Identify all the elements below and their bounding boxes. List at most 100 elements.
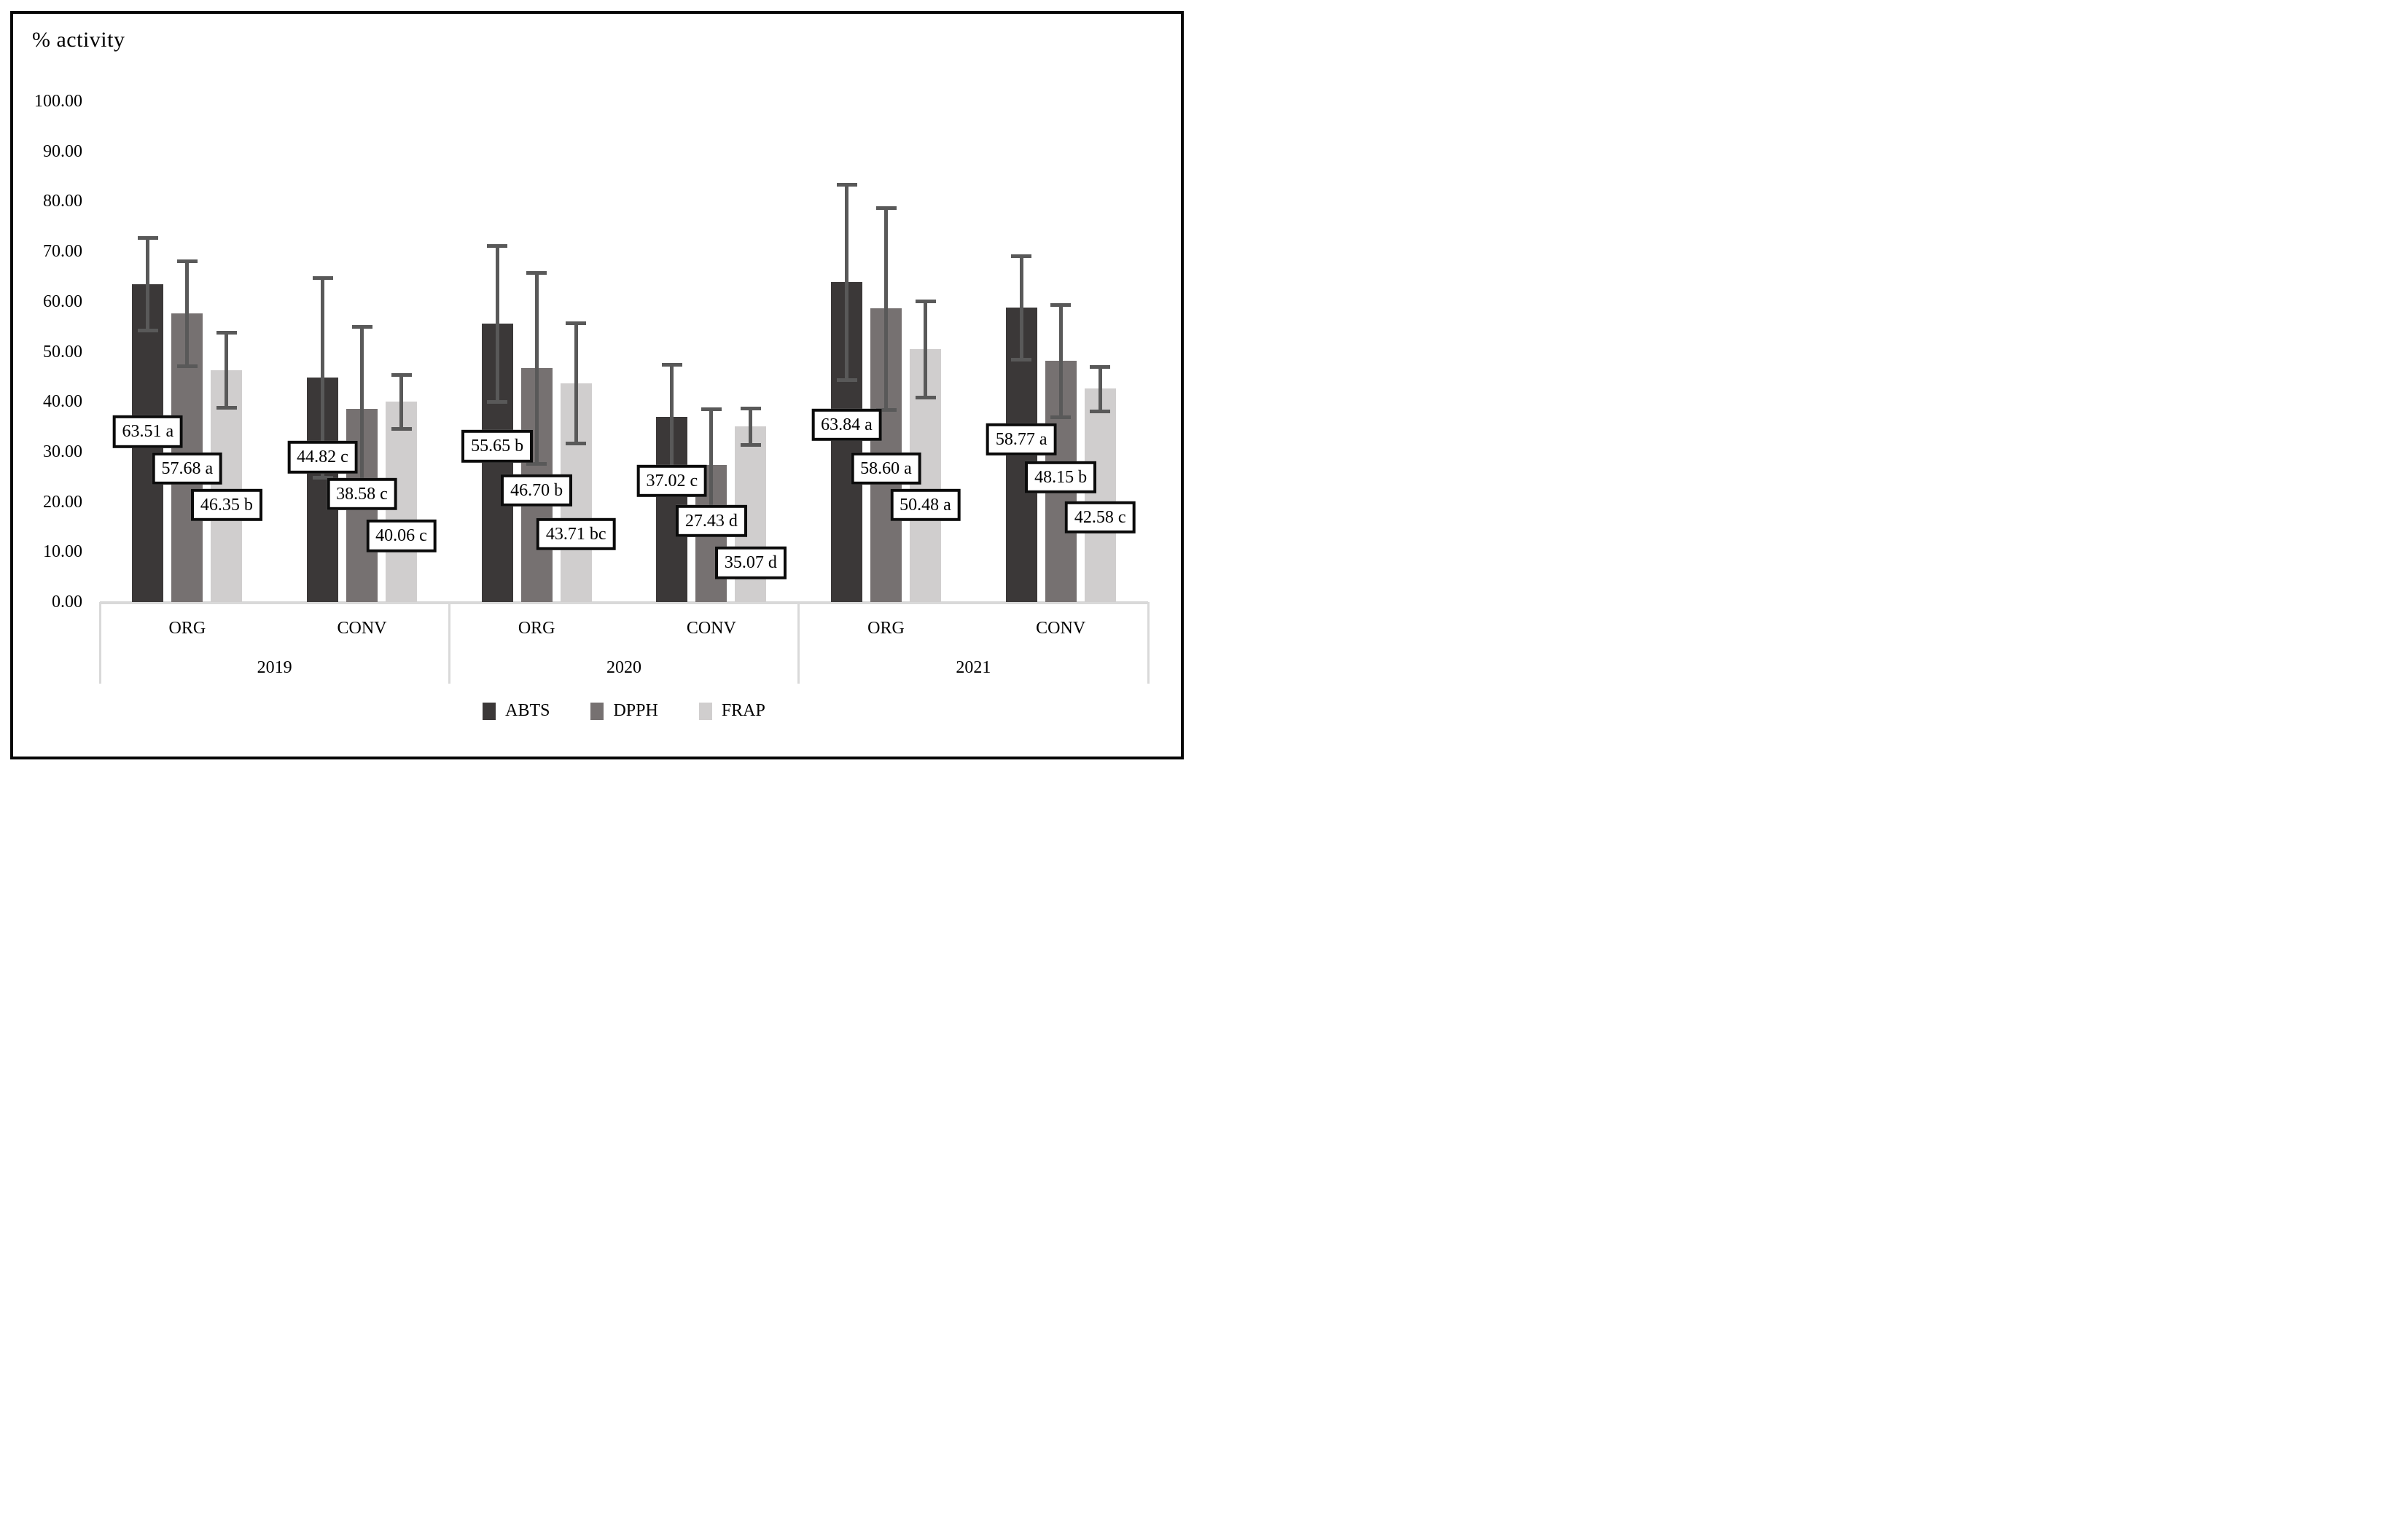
data-label-ABTS-2019-ORG: 63.51 a [112,415,184,448]
category-label-2021-ORG: ORG [867,619,905,638]
error-bar-FRAP-2021-CONV [1098,367,1102,411]
legend-swatch-ABTS [483,702,496,720]
error-bar-cap-top [661,362,682,367]
error-bar-cap-bottom [216,406,237,410]
error-bar-cap-top [566,321,587,326]
data-label-DPPH-2019-CONV: 38.58 c [327,477,397,510]
error-bar-cap-bottom [566,442,587,446]
legend-item-DPPH: DPPH [590,701,658,721]
category-label-2019-ORG: ORG [168,619,206,638]
data-label-FRAP-2021-ORG: 50.48 a [890,488,961,521]
y-tick-label: 80.00 [43,192,82,211]
error-bar-ABTS-2020-CONV [670,364,674,469]
error-bar-ABTS-2019-CONV [321,278,324,477]
error-bar-FRAP-2019-ORG [225,332,229,408]
error-bar-cap-bottom [740,442,761,447]
category-axis-divider [1147,602,1150,684]
legend-label-ABTS: ABTS [505,701,550,720]
legend-swatch-DPPH [590,702,604,720]
data-label-DPPH-2021-ORG: 58.60 a [851,452,921,485]
data-label-FRAP-2019-ORG: 46.35 b [190,488,262,521]
category-label-2020-ORG: ORG [518,619,555,638]
data-label-DPPH-2021-CONV: 48.15 b [1025,461,1097,494]
error-bar-cap-top [701,407,722,411]
y-tick-label: 70.00 [43,242,82,262]
legend: ABTS DPPH FRAP [100,701,1148,721]
data-label-DPPH-2020-ORG: 46.70 b [501,474,573,507]
legend-label-FRAP: FRAP [721,701,765,720]
y-tick-label: 10.00 [43,542,82,562]
data-label-ABTS-2021-CONV: 58.77 a [986,423,1057,456]
error-bar-cap-top [312,276,333,281]
data-label-FRAP-2020-ORG: 43.71 bc [536,517,616,550]
figure: % activity 100.00 90.00 80.00 70.00 60.00 50.… [0,0,1194,770]
y-tick-label: 100.00 [34,92,82,111]
error-bar-cap-bottom [391,426,412,431]
y-tick-label: 0.00 [52,593,82,611]
year-label-2021: 2021 [956,658,991,677]
error-bar-cap-bottom [312,475,333,480]
legend-item-FRAP: FRAP [698,701,765,721]
data-label-ABTS-2019-CONV: 44.82 c [287,441,358,474]
year-label-2019: 2019 [257,658,292,677]
y-tick-label: 50.00 [43,342,82,361]
error-bar-DPPH-2020-CONV [709,408,714,521]
category-axis-line [100,601,1148,604]
data-label-FRAP-2020-CONV: 35.07 d [714,547,787,579]
error-bar-DPPH-2020-ORG [534,272,539,464]
error-bar-cap-top [875,206,897,210]
y-tick-label: 20.00 [43,492,82,512]
error-bar-cap-top [1090,365,1111,370]
y-tick-label: 90.00 [43,141,82,161]
error-bar-DPPH-2019-ORG [185,260,190,366]
category-label-2019-CONV: CONV [337,619,387,638]
error-bar-FRAP-2020-CONV [749,408,753,445]
error-bar-cap-top [740,407,761,411]
error-bar-cap-top [137,236,158,241]
data-label-DPPH-2020-CONV: 27.43 d [675,504,747,537]
y-axis-title: % activity [32,28,125,52]
data-label-ABTS-2020-ORG: 55.65 b [461,430,534,463]
data-label-DPPH-2019-ORG: 57.68 a [152,452,223,485]
y-tick-label: 60.00 [43,292,82,311]
error-bar-FRAP-2020-ORG [574,323,578,444]
error-bar-cap-top [1011,254,1032,259]
legend-item-ABTS: ABTS [483,701,550,721]
error-bar-DPPH-2021-ORG [884,207,888,410]
error-bar-DPPH-2019-CONV [360,326,364,492]
error-bar-cap-top [487,243,508,248]
y-tick-label: 30.00 [43,442,82,461]
error-bar-cap-top [915,300,936,304]
error-bar-cap-bottom [875,408,897,413]
error-bar-cap-bottom [487,399,508,404]
error-bar-cap-top [351,324,372,329]
error-bar-ABTS-2021-CONV [1019,256,1023,359]
error-bar-cap-bottom [1011,358,1032,361]
error-bar-cap-bottom [137,328,158,332]
error-bar-FRAP-2021-ORG [924,301,927,398]
error-bar-cap-bottom [1090,409,1111,413]
error-bar-FRAP-2019-CONV [399,374,403,429]
error-bar-cap-bottom [176,364,198,368]
error-bar-cap-bottom [526,462,547,466]
data-label-FRAP-2021-CONV: 42.58 c [1064,501,1136,534]
category-label-2020-CONV: CONV [686,619,736,638]
data-label-ABTS-2020-CONV: 37.02 c [636,464,708,497]
data-label-FRAP-2019-CONV: 40.06 c [366,520,437,552]
error-bar-ABTS-2020-ORG [495,245,499,402]
error-bar-cap-top [836,183,857,187]
category-label-2021-CONV: CONV [1036,619,1086,638]
bar-FRAP-2021-CONV [1084,388,1116,602]
y-tick-label: 40.00 [43,392,82,412]
error-bar-cap-top [216,331,237,335]
category-axis-divider [448,602,450,684]
year-label-2020: 2020 [606,658,641,677]
error-bar-ABTS-2021-ORG [845,184,848,380]
error-bar-cap-bottom [836,378,857,383]
legend-swatch-FRAP [698,702,712,720]
legend-label-DPPH: DPPH [613,701,658,720]
error-bar-DPPH-2021-CONV [1058,305,1063,418]
error-bar-cap-bottom [915,396,936,400]
error-bar-cap-bottom [1050,415,1072,420]
category-axis-divider [98,602,101,684]
